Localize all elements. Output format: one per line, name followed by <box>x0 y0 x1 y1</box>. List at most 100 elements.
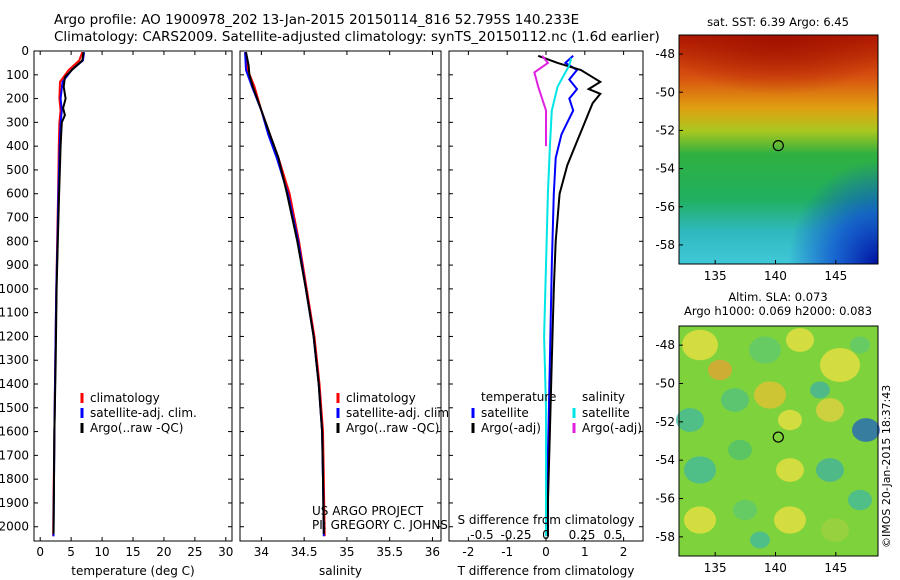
temperature-legend-entry: climatology <box>90 391 160 405</box>
sla-map-lon-label: 140 <box>764 561 787 575</box>
difference-legend-salinity-title: salinity <box>582 390 625 404</box>
sla-anomaly-patch <box>750 531 770 549</box>
temperature-legend-entry: Argo(..raw -QC) <box>90 421 183 435</box>
depth-tick-label: 1900 <box>0 496 29 510</box>
difference-x-tick-label: 0 <box>542 545 550 559</box>
salinity-panel: 34 34.5 35 35.5 36 salinity climatologysatelli… <box>239 50 466 578</box>
s-difference-tick-label: 0.5 <box>603 528 622 542</box>
difference-legend-entry: Argo(-adj) <box>481 421 541 435</box>
difference-legend-entry: satellite <box>481 406 529 420</box>
temperature-x-tick-label: 10 <box>94 545 109 559</box>
salinity-legend-entry: satellite-adj. clim. <box>346 406 453 420</box>
sst-map-title: sat. SST: 6.39 Argo: 6.45 <box>707 15 849 29</box>
sla-anomaly-patch <box>749 336 781 364</box>
salinity-x-tick-label: 35 <box>339 545 354 559</box>
sla-map-lat-label: -58 <box>655 530 675 544</box>
temperature-x-tick-label: 0 <box>36 545 44 559</box>
sla-anomaly-patch <box>776 458 804 482</box>
sla-anomaly-patch <box>852 418 880 442</box>
difference-x-tick-label: -1 <box>501 545 513 559</box>
sla-anomaly-patch <box>684 456 716 484</box>
salinity-series-argo-line <box>245 52 325 534</box>
difference-legend-entry: satellite <box>582 406 630 420</box>
s-difference-tick-label: 0.25 <box>569 528 596 542</box>
sla-anomaly-patch <box>721 388 749 412</box>
s-difference-tick-label: -0.25 <box>500 528 531 542</box>
sla-map-lat-label: -48 <box>655 338 675 352</box>
sst-map-lon-label: 140 <box>764 269 787 283</box>
sla-anomaly-patch <box>821 518 849 542</box>
salinity-x-tick-label: 34 <box>254 545 269 559</box>
sst-map-lat-label: -58 <box>655 238 675 252</box>
temperature-plot-frame <box>33 50 233 542</box>
temperature-x-tick-label: 20 <box>156 545 171 559</box>
depth-tick-label: 200 <box>6 92 29 106</box>
sla-map-anomalies <box>676 328 880 549</box>
temperature-panel: 0100200300400500600700800900100011001200… <box>0 44 233 578</box>
sst-map-lon-label: 145 <box>824 269 847 283</box>
depth-tick-label: 1000 <box>0 282 29 296</box>
project-annotation: PI: GREGORY C. JOHNSON <box>312 518 466 532</box>
sla-map-frame <box>678 325 879 557</box>
depth-tick-label: 1700 <box>0 448 29 462</box>
sla-anomaly-patch <box>810 381 830 399</box>
sst-map-argo-location-marker <box>772 139 784 152</box>
depth-tick-label: 1500 <box>0 401 29 415</box>
sst-map-lat-label: -48 <box>655 47 675 61</box>
sst-map-lat-label: -54 <box>655 162 675 176</box>
sla-map: Altim. SLA: 0.073 Argo h1000: 0.069 h200… <box>655 290 880 575</box>
sla-anomaly-patch <box>848 489 872 511</box>
salinity-legend-entry: climatology <box>346 391 416 405</box>
depth-tick-label: 100 <box>6 68 29 82</box>
sla-anomaly-patch <box>682 329 718 361</box>
profile-title: Argo profile: AO 1900978_202 13-Jan-2015… <box>54 12 580 28</box>
difference-legend-entry: Argo(-adj) <box>582 421 642 435</box>
depth-tick-label: 0 <box>21 44 29 58</box>
sla-anomaly-patch <box>850 336 870 354</box>
temperature-series-argo-line <box>52 52 85 534</box>
sla-map-lat-label: -56 <box>655 492 675 506</box>
salinity-legend-entry: Argo(..raw -QC) <box>346 421 439 435</box>
sst-map-lat-label: -50 <box>655 85 675 99</box>
sla-anomaly-patch <box>778 409 802 431</box>
depth-tick-label: 1100 <box>0 306 29 320</box>
sst-map-frame <box>678 34 879 265</box>
sla-map-title-line1: Altim. SLA: 0.073 <box>728 290 827 304</box>
sla-anomaly-patch <box>820 348 860 382</box>
depth-tick-label: 1200 <box>0 329 29 343</box>
sla-anomaly-patch <box>684 506 716 534</box>
difference-x-tick-label: 2 <box>620 545 628 559</box>
sst-map: sat. SST: 6.39 Argo: 6.45 135 140 145 -48 -5… <box>655 15 879 283</box>
sla-anomaly-patch <box>816 458 844 482</box>
sst-map-lat-label: -56 <box>655 200 675 214</box>
depth-tick-label: 1400 <box>0 377 29 391</box>
depth-tick-label: 300 <box>6 115 29 129</box>
sst-map-lon-label: 135 <box>704 269 727 283</box>
temperature-legend-entry: satellite-adj. clim. <box>90 406 197 420</box>
temperature-x-tick-label: 5 <box>67 545 75 559</box>
depth-tick-label: 900 <box>6 258 29 272</box>
temperature-x-tick-label: 30 <box>218 545 233 559</box>
imos-credit: ©IMOS 20-Jan-2015 18:37:43 <box>880 385 893 548</box>
difference-series-satellite-line <box>537 54 603 537</box>
sla-anomaly-patch <box>754 381 786 409</box>
sla-anomaly-patch <box>816 398 844 422</box>
climatology-subtitle: Climatology: CARS2009. Satellite-adjuste… <box>54 29 660 45</box>
sla-anomaly-patch <box>676 408 704 432</box>
salinity-x-tick-label: 36 <box>425 545 440 559</box>
depth-tick-label: 800 <box>6 234 29 248</box>
depth-tick-label: 700 <box>6 211 29 225</box>
temperature-x-tick-label: 15 <box>125 545 140 559</box>
depth-tick-label: 1300 <box>0 353 29 367</box>
sla-anomaly-patch <box>733 499 757 521</box>
difference-series-argo-line <box>543 57 573 537</box>
salinity-x-label: salinity <box>319 564 362 578</box>
sla-map-lat-label: -54 <box>655 453 675 467</box>
depth-tick-label: 1800 <box>0 472 29 486</box>
s-difference-label: S difference from climatology <box>458 513 635 527</box>
sst-map-cold-corner <box>679 35 878 264</box>
temperature-x-label: temperature (deg C) <box>71 564 194 578</box>
difference-x-tick-label: 1 <box>581 545 589 559</box>
sla-map-lat-label: -50 <box>655 377 675 391</box>
depth-tick-label: 2000 <box>0 520 29 534</box>
